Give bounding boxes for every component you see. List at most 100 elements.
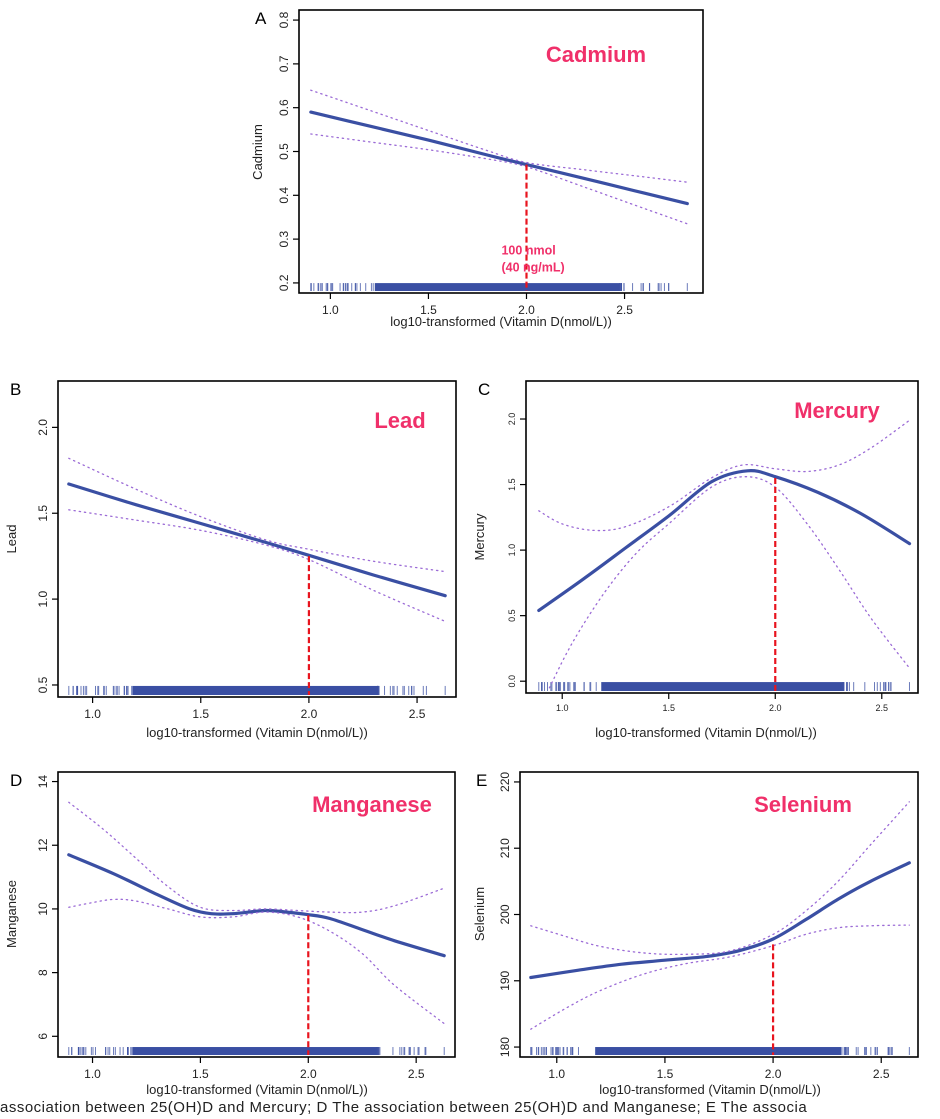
y-tick-label: 0.2 [277, 274, 291, 291]
x-tick-label: 1.5 [657, 1067, 674, 1081]
panel-letter: E [476, 771, 487, 790]
x-tick-label: 1.5 [662, 703, 675, 713]
lower-ci-line [530, 924, 910, 1030]
y-tick-label: 0.8 [277, 11, 291, 28]
x-tick-label: 2.0 [765, 1067, 782, 1081]
lower-ci-line [68, 509, 446, 623]
panel-c: C Mercury 1.0 1.5 2.0 2.5 0.0 0.5 1.0 1.5 2.0 log10… [472, 380, 919, 740]
x-tick-label: 1.0 [556, 703, 569, 713]
element-label: Lead [374, 408, 425, 433]
rug-dense-band [601, 682, 843, 691]
upper-ci-line [68, 457, 446, 573]
rug-plot [68, 1047, 445, 1055]
y-tick-label: 0.5 [277, 143, 291, 160]
y-tick-label: 200 [498, 904, 512, 924]
y-tick-label: 2.0 [36, 419, 50, 436]
x-tick-label: 1.0 [84, 1067, 101, 1081]
y-tick-label: 0.6 [277, 99, 291, 116]
fit-line [67, 482, 447, 598]
x-tick-label: 1.5 [192, 707, 209, 721]
element-label: Selenium [754, 792, 852, 817]
y-tick-label: 0.4 [277, 187, 291, 204]
rug-plot [68, 685, 446, 695]
threshold-annotation: 100 nmol [501, 243, 555, 257]
y-tick-label: 210 [498, 838, 512, 858]
x-axis-label: log10-transformed (Vitamin D(nmol/L)) [146, 725, 368, 740]
y-tick-label: 12 [36, 838, 50, 852]
y-tick-label: 0.5 [36, 676, 50, 693]
rug-dense-band [374, 283, 620, 291]
plot-frame [57, 380, 457, 698]
y-tick-label: 220 [498, 772, 512, 792]
fit-line [309, 110, 689, 206]
x-tick-label: 2.0 [769, 703, 782, 713]
rug-plot [530, 1047, 910, 1055]
y-tick-label: 180 [498, 1037, 512, 1057]
y-tick-label: 0.0 [507, 675, 517, 688]
x-tick-label: 2.5 [876, 703, 889, 713]
figure-caption-partial: association between 25(OH)D and Mercury;… [0, 1099, 808, 1116]
lower-ci-line [548, 476, 911, 689]
panel-b: B Lead 1.0 1.5 2.0 2.5 0.5 1.0 1.5 2.0 log10-trans… [4, 380, 457, 740]
y-tick-label: 1.5 [36, 505, 50, 522]
upper-ci-line [68, 801, 445, 914]
y-tick-label: 14 [36, 775, 50, 789]
rug-dense-band [132, 1047, 377, 1055]
y-axis-label: Lead [4, 525, 19, 554]
panel-letter: D [10, 771, 22, 790]
panel-e: E Selenium 1.0 1.5 2.0 2.5 180 190 200 210 220 log1… [472, 771, 919, 1097]
y-tick-label: 2.0 [507, 413, 517, 426]
y-axis-label: Selenium [472, 887, 487, 941]
y-tick-label: 0.5 [507, 609, 517, 622]
fit-line [67, 853, 446, 958]
x-tick-label: 2.5 [409, 707, 426, 721]
x-axis-label: log10-transformed (Vitamin D(nmol/L)) [599, 1082, 821, 1097]
x-tick-label: 1.0 [322, 303, 339, 317]
plot-frame [57, 771, 456, 1058]
threshold-annotation: (40 ng/mL) [501, 260, 564, 274]
y-axis-label: Manganese [4, 880, 19, 948]
panel-a: A 100 nmol (40 ng/mL) Cadmium 1.0 1.5 2.0 2.5 0.… [250, 9, 704, 329]
fit-line [537, 469, 912, 612]
x-axis-label: log10-transformed (Vitamin D(nmol/L)) [390, 314, 612, 329]
y-tick-label: 0.3 [277, 230, 291, 247]
x-tick-label: 1.0 [548, 1067, 565, 1081]
fit-line [529, 861, 911, 980]
plot-frame [519, 771, 919, 1058]
y-tick-label: 1.0 [507, 544, 517, 557]
x-tick-label: 2.0 [300, 1067, 317, 1081]
lower-ci-line [68, 898, 445, 1025]
x-tick-label: 2.5 [873, 1067, 890, 1081]
y-tick-label: 10 [36, 902, 50, 916]
panel-d: D Manganese 1.0 1.5 2.0 2.5 6 8 10 12 14 log10-tran… [4, 771, 456, 1097]
panel-letter: B [10, 380, 21, 399]
x-axis-label: log10-transformed (Vitamin D(nmol/L)) [146, 1082, 368, 1097]
x-tick-label: 1.0 [84, 707, 101, 721]
rug-dense-band [595, 1047, 842, 1055]
panel-letter: A [255, 9, 267, 28]
element-label: Mercury [794, 398, 880, 423]
x-tick-label: 2.0 [301, 707, 318, 721]
lower-ci-line [310, 133, 688, 225]
rug-plot [538, 682, 910, 691]
y-tick-label: 8 [36, 969, 50, 976]
x-tick-label: 1.5 [420, 303, 437, 317]
y-tick-label: 1.0 [36, 590, 50, 607]
rug-plot [310, 283, 688, 291]
x-tick-label: 1.5 [192, 1067, 209, 1081]
x-tick-label: 2.5 [616, 303, 633, 317]
panel-letter: C [478, 380, 490, 399]
x-tick-label: 2.0 [518, 303, 535, 317]
y-tick-label: 0.7 [277, 55, 291, 72]
x-tick-label: 2.5 [408, 1067, 425, 1081]
y-tick-label: 6 [36, 1033, 50, 1040]
y-tick-label: 190 [498, 970, 512, 990]
upper-ci-line [530, 801, 910, 956]
y-axis-label: Mercury [472, 513, 487, 560]
element-label: Manganese [312, 792, 432, 817]
y-axis-label: Cadmium [250, 124, 265, 180]
y-tick-label: 1.5 [507, 478, 517, 491]
upper-ci-line [538, 419, 911, 532]
element-label: Cadmium [546, 42, 646, 67]
